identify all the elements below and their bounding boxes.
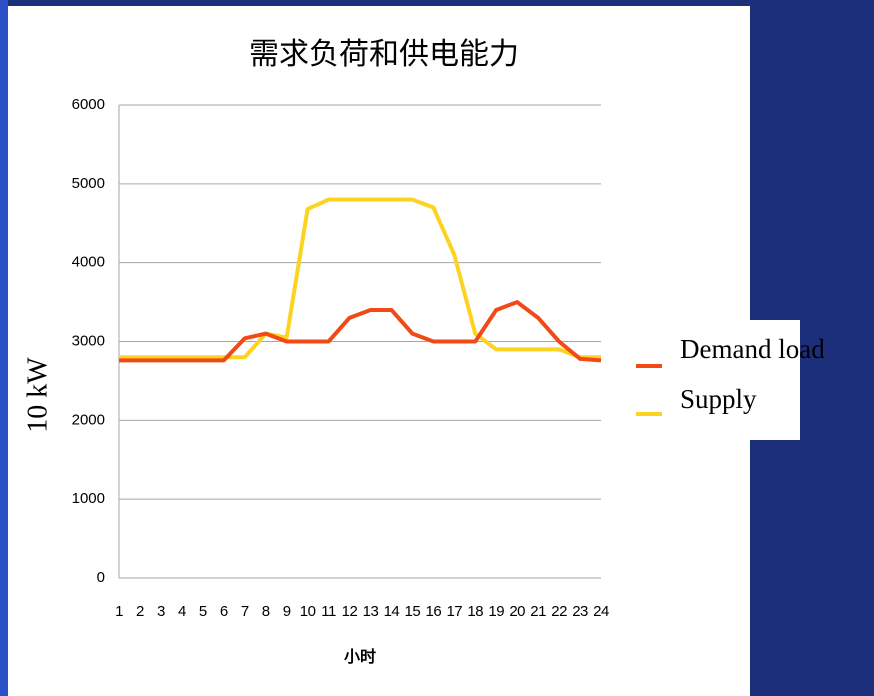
x-axis-label: 小时 [344, 648, 376, 666]
data-line [119, 300, 602, 363]
x-tick-label: 19 [488, 603, 504, 620]
panel [8, 6, 750, 696]
y-tick-label: 4000 [72, 254, 105, 271]
x-tick-label: 10 [300, 603, 316, 620]
x-tick-label: 24 [593, 603, 609, 620]
x-tick-label: 15 [405, 603, 421, 620]
x-tick-label: 18 [467, 603, 483, 620]
y-tick-label: 0 [97, 569, 105, 586]
x-tick-label: 1 [115, 603, 123, 620]
y-tick-label: 5000 [72, 175, 105, 192]
x-tick-label: 4 [178, 603, 186, 620]
x-tick-label: 16 [426, 603, 442, 620]
x-tick-label: 20 [509, 603, 525, 620]
y-tick-label: 1000 [72, 490, 105, 507]
data-line [119, 197, 601, 360]
y-tick-label: 6000 [72, 96, 105, 113]
x-tick-label: 23 [572, 603, 588, 620]
y-tick-label: 2000 [72, 411, 105, 428]
x-tick-label: 9 [283, 603, 291, 620]
x-tick-label: 11 [321, 603, 336, 620]
y-axis-label: 10 kW [22, 357, 53, 433]
x-tick-label: 17 [446, 603, 462, 620]
x-tick-label: 12 [342, 603, 358, 620]
x-tick-label: 13 [363, 603, 379, 620]
x-tick-label: 5 [199, 603, 207, 620]
x-tick-label: 7 [241, 603, 249, 620]
left-strip [0, 0, 8, 696]
legend-label: Supply [680, 384, 757, 414]
chart-title: 需求负荷和供电能力 [249, 38, 519, 71]
x-tick-label: 2 [136, 603, 144, 620]
x-tick-label: 8 [262, 603, 270, 620]
x-tick-label: 14 [384, 603, 400, 620]
x-tick-label: 3 [157, 603, 165, 620]
legend-box [630, 320, 800, 440]
y-tick-label: 3000 [72, 332, 105, 349]
x-tick-label: 6 [220, 603, 228, 620]
x-tick-label: 22 [551, 603, 567, 620]
legend-label: Demand load [680, 334, 825, 364]
x-tick-label: 21 [530, 603, 546, 620]
